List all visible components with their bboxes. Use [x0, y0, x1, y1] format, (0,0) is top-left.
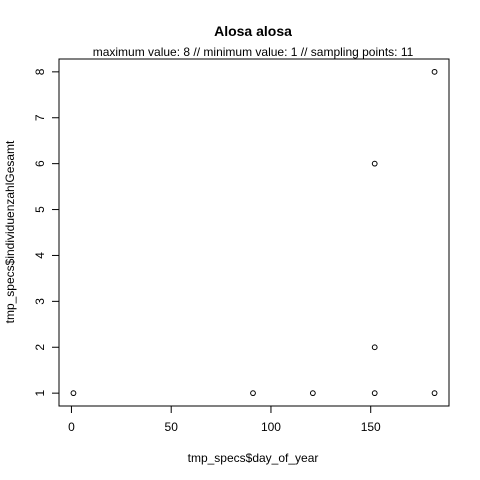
plot-frame: [58, 58, 450, 407]
y-tick-label: 6: [33, 160, 47, 167]
data-point: [431, 390, 438, 397]
y-axis-label: tmp_specs$individuenzahlGesamt: [3, 140, 17, 323]
data-point: [371, 390, 378, 397]
data-point: [371, 160, 378, 167]
y-tick-label: 2: [33, 344, 47, 351]
y-tick-label: 5: [33, 206, 47, 213]
x-tick-label: 100: [261, 420, 281, 434]
data-point: [250, 390, 256, 397]
y-tick-label: 8: [33, 68, 47, 75]
x-axis: 0 50 100 150: [68, 405, 381, 434]
y-tick-label: 4: [33, 252, 47, 259]
data-point: [309, 390, 316, 397]
data-points: [70, 68, 438, 397]
y-tick-label: 1: [33, 389, 47, 396]
x-tick-label: 0: [68, 420, 75, 434]
chart-subtitle: maximum value: 8 // minimum value: 1 // …: [93, 45, 414, 59]
x-axis-label: tmp_specs$day_of_year: [188, 451, 319, 465]
x-tick-label: 150: [361, 420, 381, 434]
y-tick-label: 3: [33, 298, 47, 305]
x-tick-label: 50: [165, 420, 179, 434]
y-axis: 1 2 3 4 5 6 7 8: [33, 68, 60, 396]
chart-title: Alosa alosa: [214, 23, 292, 39]
data-point: [70, 390, 77, 397]
data-point: [371, 344, 378, 351]
data-point: [431, 68, 438, 75]
y-tick-label: 7: [33, 114, 47, 121]
